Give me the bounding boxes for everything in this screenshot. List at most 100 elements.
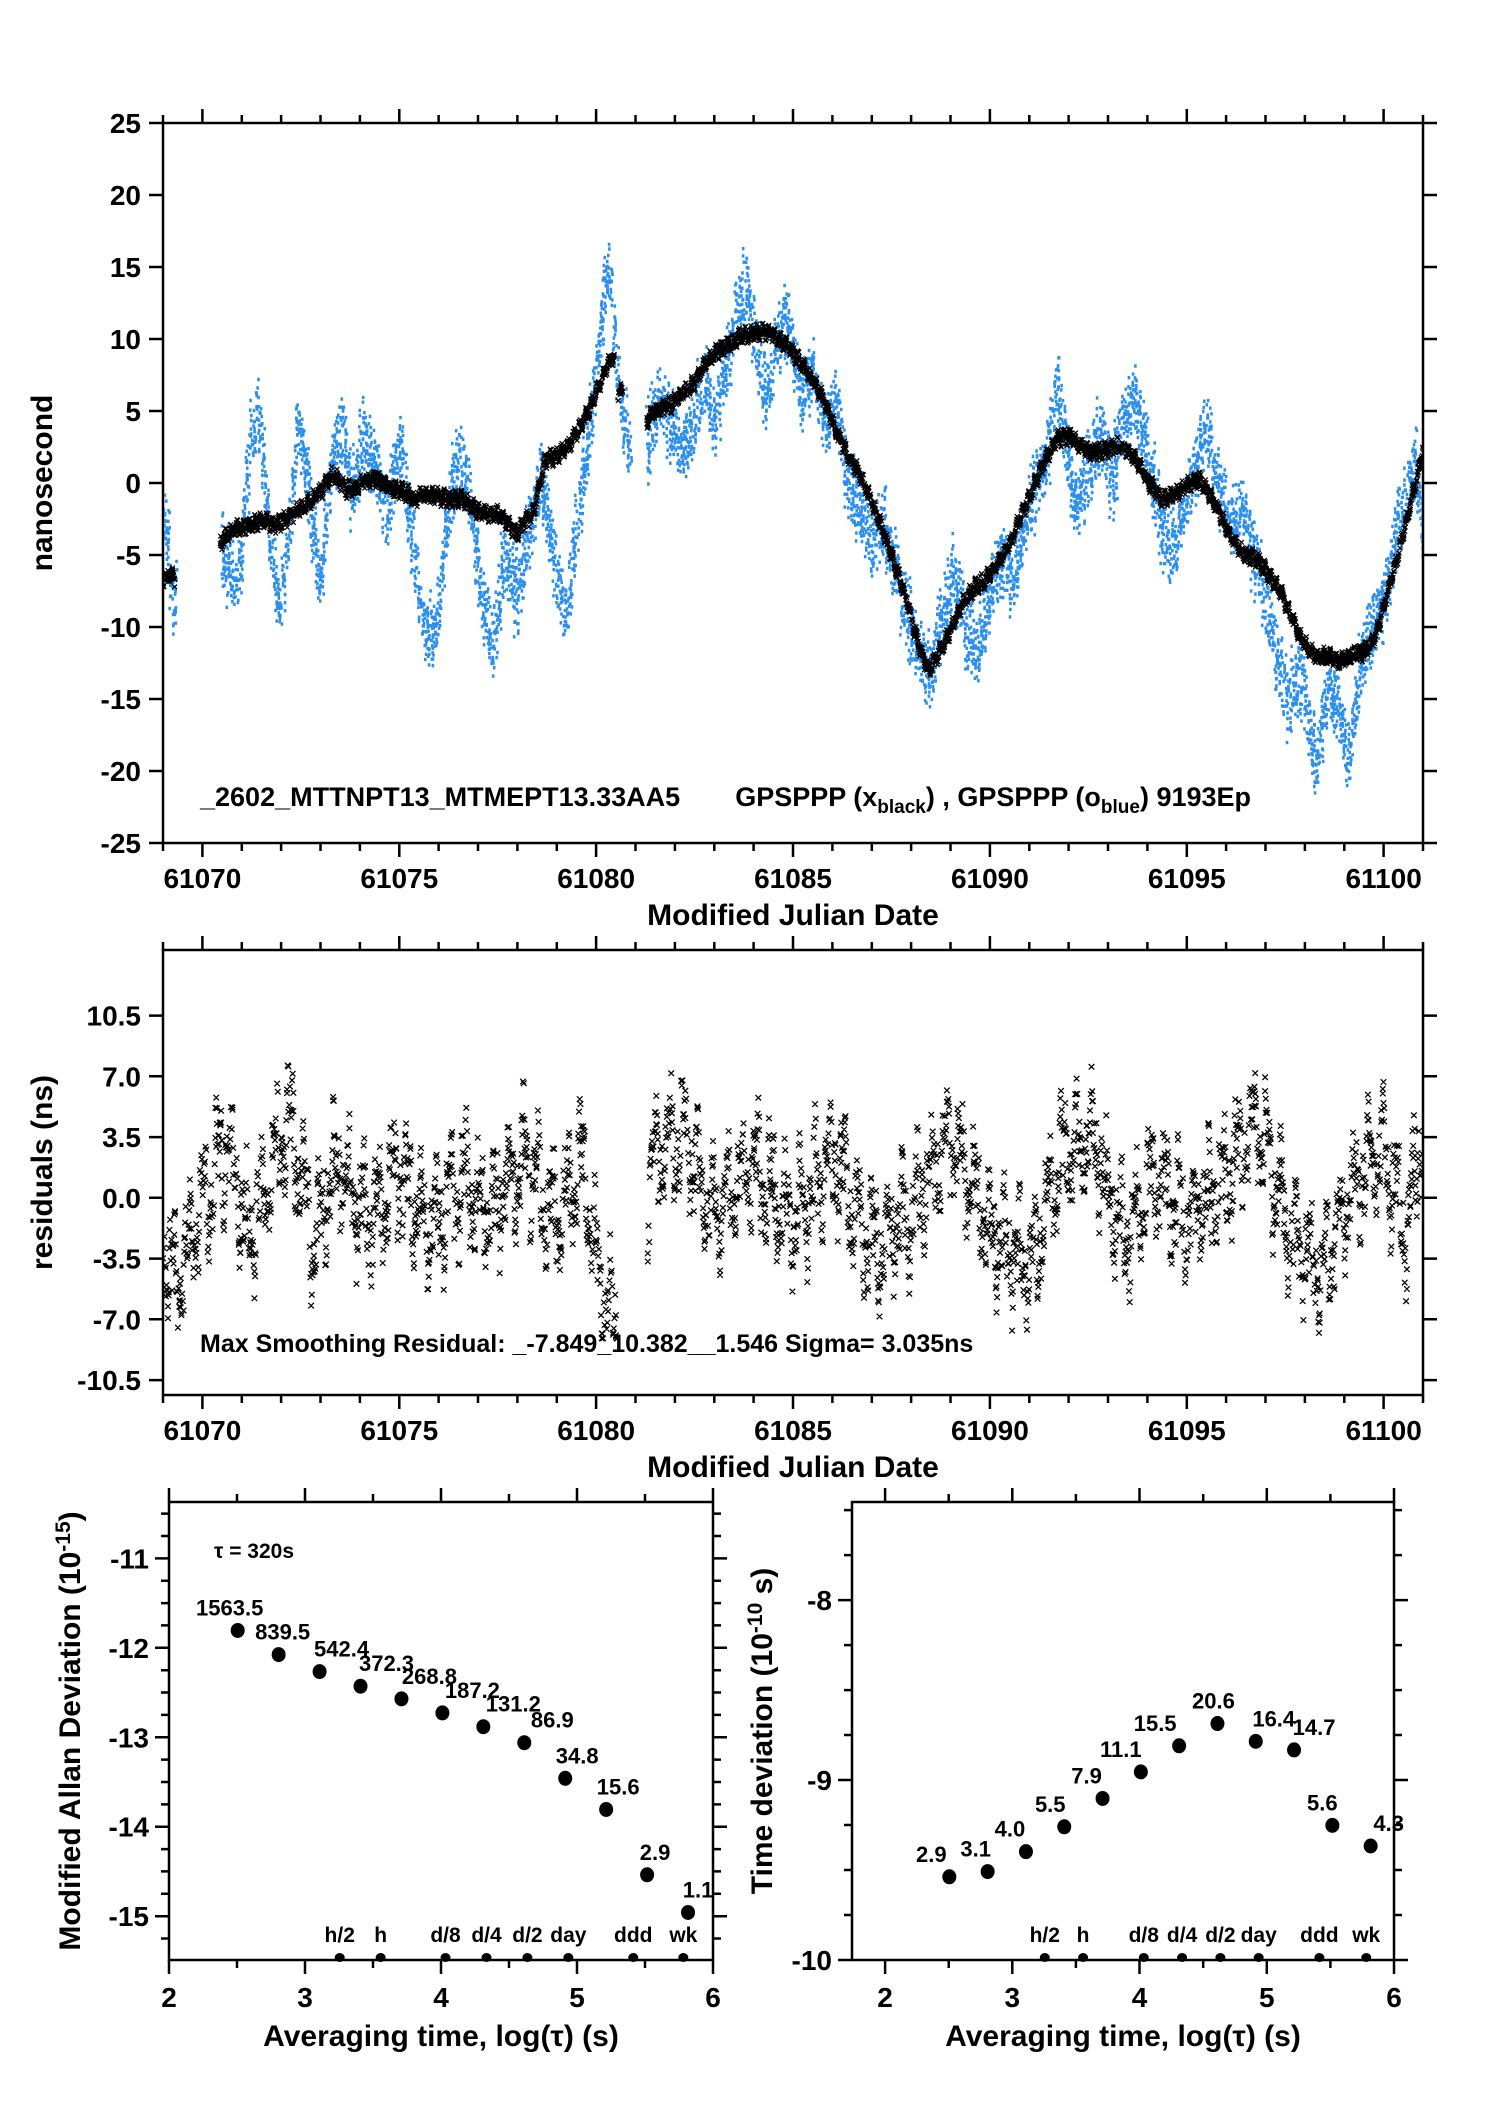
mdev-data-point-label: 15.6 [597, 1774, 640, 1799]
tdev-data-point-label: 5.6 [1307, 1790, 1338, 1815]
tdev-data-point-label: 5.5 [1035, 1792, 1066, 1817]
tdev-reference-mark-label: day [1241, 1924, 1278, 1947]
mdev-x-tick-label: 3 [297, 1982, 313, 2013]
tdev-x-tick-label: 2 [877, 1982, 893, 2013]
residuals-y-tick-label: 7.0 [102, 1061, 141, 1092]
phase-x-tick-label: 61100 [1345, 863, 1421, 894]
tdev-data-point [1287, 1742, 1302, 1758]
tdev-data-point-label: 16.4 [1252, 1706, 1296, 1731]
tdev-data-point-label: 20.6 [1192, 1689, 1235, 1714]
mdev-data-point [558, 1770, 573, 1786]
mdev-data-point [230, 1622, 245, 1638]
mdev-x-tick-label: 2 [161, 1982, 177, 2013]
tdev-reference-mark-label: d/8 [1129, 1924, 1160, 1947]
phase-y-tick-label: 0 [125, 468, 141, 499]
tdev-y-axis-title: Time deviation (10-10 s) [744, 1568, 779, 1895]
phase-y-tick-label: -25 [101, 828, 141, 859]
phase-y-tick-label: -20 [101, 756, 141, 787]
phase-x-tick-label: 61080 [557, 863, 635, 894]
tdev-data-point-label: 7.9 [1071, 1763, 1102, 1788]
mdev-data-point-label: 839.5 [255, 1620, 310, 1645]
tdev-data-point [1172, 1738, 1187, 1754]
mdev-x-tick-label: 5 [569, 1982, 585, 2013]
mdev-data-point-label: 1.1 [683, 1877, 714, 1902]
tdev-x-tick-label: 3 [1005, 1982, 1021, 2013]
tdev-data-point [1018, 1844, 1033, 1860]
mdev-x-tick-label: 6 [705, 1982, 721, 2013]
mdev-reference-mark [440, 1953, 451, 1962]
tdev-data-point [1248, 1733, 1263, 1749]
tdev-reference-mark [1039, 1953, 1050, 1962]
tdev-reference-mark [1253, 1953, 1264, 1962]
mdev-x-tick-label: 4 [433, 1982, 449, 2013]
phase-y-tick-label: 20 [110, 180, 141, 211]
phase-y-tick-label: -15 [101, 684, 141, 715]
mdev-reference-mark [678, 1953, 689, 1962]
mdev-data-point-label: 2.9 [640, 1840, 671, 1865]
tdev-data-point [1210, 1716, 1225, 1732]
tdev-data-point-label: 4.0 [995, 1817, 1026, 1842]
mdev-reference-mark-label: h [374, 1924, 387, 1947]
mdev-reference-mark [481, 1953, 492, 1962]
mdev-reference-mark-label: day [550, 1924, 587, 1947]
tdev-reference-mark-label: wk [1351, 1924, 1380, 1947]
tdev-data-point [942, 1869, 957, 1885]
tdev-ticks [838, 1488, 1408, 1974]
mdev-reference-mark-label: d/2 [512, 1924, 542, 1947]
tdev-reference-mark-label: ddd [1300, 1924, 1338, 1947]
residuals-x-tick-label: 61070 [163, 1415, 241, 1446]
phase-series-blue [164, 242, 1422, 795]
residuals-y-tick-label: -3.5 [93, 1244, 141, 1275]
tdev-data-point [1095, 1790, 1110, 1806]
mdev-reference-mark [563, 1953, 574, 1962]
phase-y-tick-label: 15 [110, 252, 141, 283]
phase-annotation: _2602_MTTNPT13_MTMEPT13.33AA5 GPSPPP (xbl… [199, 782, 1251, 818]
mdev-reference-mark-label: wk [668, 1924, 697, 1947]
tdev-reference-mark [1078, 1953, 1089, 1962]
residuals-x-tick-label: 61095 [1148, 1415, 1226, 1446]
mdev-data-point-label: 187.2 [445, 1678, 500, 1703]
tdev-x-tick-label: 6 [1386, 1982, 1402, 2013]
tdev-reference-mark [1177, 1953, 1188, 1962]
phase-ticks [149, 109, 1437, 857]
residuals-y-tick-label: -10.5 [77, 1365, 141, 1396]
tdev-data-point-label: 14.7 [1293, 1715, 1336, 1740]
mdev-data-point [271, 1647, 286, 1663]
mdev-tau-annotation: τ = 320s [214, 1540, 294, 1563]
residuals-y-tick-label: 3.5 [102, 1122, 141, 1153]
tdev-reference-mark-label: d/4 [1167, 1924, 1198, 1947]
mdev-y-axis-title: Modified Allan Deviation (10-15) [52, 1511, 87, 1950]
residuals-y-tick-label: 10.5 [87, 1001, 142, 1032]
residuals-annotation: Max Smoothing Residual: _-7.849_10.382__… [200, 1330, 973, 1358]
mdev-data-point [394, 1691, 409, 1707]
mdev-data-point-label: 1563.5 [196, 1595, 263, 1620]
mdev-data-point [435, 1705, 450, 1721]
tdev-panel: 2 3 4 5 6 -8 -9 -10 Averaging time, log(τ) (s) Ti… [744, 1488, 1408, 2053]
phase-y-tick-label: -10 [101, 612, 141, 643]
tdev-x-tick-label: 4 [1132, 1982, 1148, 2013]
phase-panel: 61070 61075 61080 61085 61090 61095 61100 25 20 1… [26, 108, 1437, 932]
mdev-reference-mark [628, 1953, 639, 1962]
mdev-data-point [476, 1719, 491, 1735]
tdev-data-point-label: 3.1 [960, 1837, 991, 1862]
residuals-plot-frame [161, 948, 1425, 1397]
tdev-data-point [980, 1864, 995, 1880]
mdev-data-point [640, 1867, 655, 1883]
phase-y-tick-label: -5 [116, 540, 141, 571]
tdev-data-point [1133, 1764, 1148, 1780]
scatter-x-markers [164, 320, 1422, 679]
residuals-y-tick-label: 0.0 [102, 1183, 141, 1214]
scatter-x-markers [164, 1062, 1422, 1342]
mdev-plot-frame [167, 1500, 715, 1962]
phase-y-tick-label: 5 [125, 396, 141, 427]
residuals-x-tick-label: 61080 [557, 1415, 635, 1446]
phase-x-tick-label: 61075 [360, 863, 438, 894]
tdev-reference-mark [1314, 1953, 1325, 1962]
residuals-x-tick-label: 61090 [951, 1415, 1029, 1446]
tdev-reference-mark-label: h/2 [1030, 1924, 1060, 1947]
mdev-reference-mark-label: d/8 [430, 1924, 461, 1947]
tdev-y-tick-label: -8 [807, 1585, 832, 1616]
phase-series-black [164, 320, 1422, 679]
